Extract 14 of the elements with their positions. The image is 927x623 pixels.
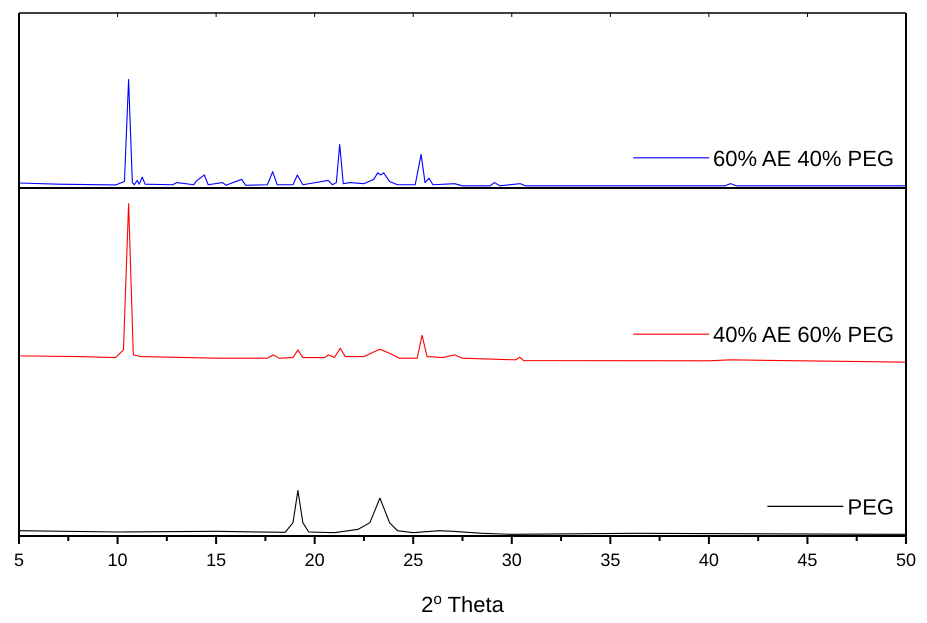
x-tick-label: 10	[108, 550, 128, 570]
x-tick-label: 5	[14, 550, 24, 570]
legend-label: 60% AE 40% PEG	[713, 146, 894, 171]
x-tick-label: 30	[502, 550, 522, 570]
x-tick-label: 15	[206, 550, 226, 570]
x-tick-label: 20	[304, 550, 325, 570]
legend-label: PEG	[848, 494, 894, 520]
x-tick-label: 50	[896, 550, 916, 570]
x-tick-label: 40	[698, 550, 719, 570]
x-tick-label: 35	[600, 550, 620, 570]
x-tick-label: 45	[797, 550, 818, 570]
x-tick-label: 25	[403, 550, 424, 570]
x-axis-title: 2$^{o}$ Theta	[421, 590, 505, 617]
legend-label: 40% AE 60% PEG	[713, 322, 894, 348]
